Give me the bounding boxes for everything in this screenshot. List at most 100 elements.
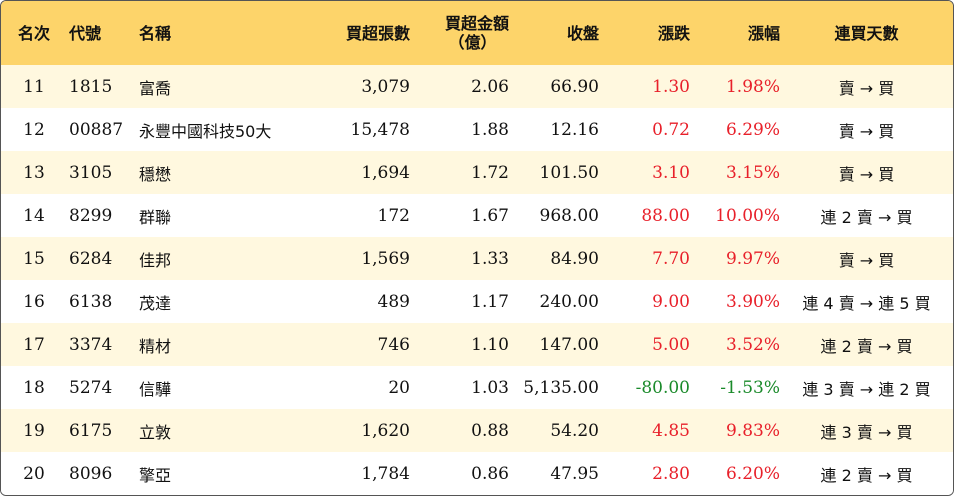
header-shares: 買超張數 xyxy=(345,23,410,43)
cell-amount: 2.06 xyxy=(471,76,509,97)
cell-name: 永豐中國科技50大 xyxy=(139,121,272,141)
header-amount-line1: 買超金額 xyxy=(444,14,509,33)
cell-amount: 1.10 xyxy=(471,334,509,355)
cell-code: 8299 xyxy=(69,205,113,226)
cell-shares: 1,694 xyxy=(361,162,410,183)
cell-shares: 20 xyxy=(388,377,410,398)
cell-change: 9.00 xyxy=(652,291,690,312)
cell-change: 3.10 xyxy=(652,162,690,183)
cell-change: 88.00 xyxy=(641,205,690,226)
cell-shares: 489 xyxy=(377,291,410,312)
cell-pct: 6.20% xyxy=(725,463,780,484)
cell-rank: 15 xyxy=(23,248,45,269)
cell-change: 7.70 xyxy=(652,248,690,269)
cell-close: 47.95 xyxy=(550,463,599,484)
cell-name: 信驊 xyxy=(139,379,172,399)
cell-amount: 1.67 xyxy=(471,205,509,226)
cell-rank: 20 xyxy=(23,463,45,484)
table-row: 17 3374 精材 746 1.10 147.00 5.00 3.52% 連 2 賣 → 買 xyxy=(1,323,953,366)
cell-days: 賣 → 買 xyxy=(838,164,895,184)
cell-code: 3374 xyxy=(69,334,113,355)
cell-close: 54.20 xyxy=(550,420,599,441)
header-days: 連買天數 xyxy=(834,23,899,43)
cell-days: 連 2 賣 → 買 xyxy=(820,207,913,227)
cell-shares: 172 xyxy=(377,205,410,226)
cell-amount: 1.88 xyxy=(471,119,509,140)
cell-name: 佳邦 xyxy=(139,250,172,270)
cell-pct: 3.52% xyxy=(725,334,780,355)
table-header: 名次 代號 名稱 買超張數 買超金額 （億） 收盤 漲跌 漲幅 連買天數 xyxy=(1,1,953,65)
cell-close: 5,135.00 xyxy=(523,377,599,398)
cell-rank: 13 xyxy=(23,162,45,183)
cell-amount: 1.33 xyxy=(471,248,509,269)
cell-pct: 9.97% xyxy=(725,248,780,269)
cell-change: 4.85 xyxy=(652,420,690,441)
table-row: 13 3105 穩懋 1,694 1.72 101.50 3.10 3.15% 賣 → 買 xyxy=(1,151,953,194)
cell-code: 5274 xyxy=(69,377,113,398)
cell-shares: 1,620 xyxy=(361,420,410,441)
cell-code: 6284 xyxy=(69,248,113,269)
cell-code: 3105 xyxy=(69,162,113,183)
cell-code: 1815 xyxy=(69,76,113,97)
cell-name: 立敦 xyxy=(139,422,172,442)
cell-pct: 3.15% xyxy=(725,162,780,183)
table-row: 14 8299 群聯 172 1.67 968.00 88.00 10.00% 連 2 賣 → … xyxy=(1,194,953,237)
cell-name: 穩懋 xyxy=(139,164,172,184)
header-code: 代號 xyxy=(69,23,102,43)
table-row: 20 8096 擎亞 1,784 0.86 47.95 2.80 6.20% 連 2 賣 → 買 xyxy=(1,452,953,495)
cell-rank: 11 xyxy=(23,76,45,97)
header-name: 名稱 xyxy=(139,23,172,43)
cell-code: 6175 xyxy=(69,420,113,441)
cell-change: 5.00 xyxy=(652,334,690,355)
cell-close: 147.00 xyxy=(539,334,599,355)
header-amount: 買超金額 （億） xyxy=(410,1,509,65)
cell-rank: 12 xyxy=(23,119,45,140)
cell-rank: 18 xyxy=(23,377,45,398)
cell-name: 擎亞 xyxy=(139,465,172,485)
cell-amount: 1.03 xyxy=(471,377,509,398)
cell-amount: 1.72 xyxy=(471,162,509,183)
header-pct: 漲幅 xyxy=(747,23,780,43)
header-amount-line2: （億） xyxy=(448,33,497,52)
cell-rank: 19 xyxy=(23,420,45,441)
cell-shares: 1,569 xyxy=(361,248,410,269)
cell-code: 00887 xyxy=(69,119,124,140)
table-row: 11 1815 富喬 3,079 2.06 66.90 1.30 1.98% 賣 → 買 xyxy=(1,65,953,108)
header-row: 名次 代號 名稱 買超張數 買超金額 （億） 收盤 漲跌 漲幅 連買天數 xyxy=(1,1,953,65)
cell-code: 6138 xyxy=(69,291,113,312)
cell-close: 66.90 xyxy=(550,76,599,97)
cell-shares: 1,784 xyxy=(361,463,410,484)
cell-pct: -1.53% xyxy=(720,377,780,398)
table-row: 18 5274 信驊 20 1.03 5,135.00 -80.00 -1.53% 連 3 賣 … xyxy=(1,366,953,409)
header-change: 漲跌 xyxy=(657,23,690,43)
table-row: 16 6138 茂達 489 1.17 240.00 9.00 3.90% 連 4 賣 → 連 … xyxy=(1,280,953,323)
table-body: 11 1815 富喬 3,079 2.06 66.90 1.30 1.98% 賣 → 買 12 00… xyxy=(1,65,953,495)
cell-close: 968.00 xyxy=(539,205,599,226)
cell-pct: 1.98% xyxy=(725,76,780,97)
cell-days: 連 4 賣 → 連 5 買 xyxy=(802,293,931,313)
cell-change: 1.30 xyxy=(652,76,690,97)
cell-days: 賣 → 買 xyxy=(838,78,895,98)
cell-change: -80.00 xyxy=(635,377,690,398)
cell-days: 連 3 賣 → 連 2 買 xyxy=(802,379,931,399)
cell-pct: 10.00% xyxy=(715,205,780,226)
cell-pct: 6.29% xyxy=(725,119,780,140)
cell-rank: 16 xyxy=(23,291,45,312)
cell-rank: 14 xyxy=(23,205,45,226)
cell-days: 賣 → 買 xyxy=(838,121,895,141)
cell-close: 101.50 xyxy=(539,162,599,183)
table-row: 15 6284 佳邦 1,569 1.33 84.90 7.70 9.97% 賣 → 買 xyxy=(1,237,953,280)
cell-amount: 0.86 xyxy=(471,463,509,484)
cell-days: 賣 → 買 xyxy=(838,250,895,270)
table-row: 19 6175 立敦 1,620 0.88 54.20 4.85 9.83% 連 3 賣 → 買 xyxy=(1,409,953,452)
cell-name: 茂達 xyxy=(139,293,172,313)
cell-shares: 15,478 xyxy=(350,119,410,140)
cell-shares: 3,079 xyxy=(361,76,410,97)
cell-amount: 0.88 xyxy=(471,420,509,441)
cell-shares: 746 xyxy=(377,334,410,355)
cell-change: 2.80 xyxy=(652,463,690,484)
cell-days: 連 2 賣 → 買 xyxy=(820,336,913,356)
cell-close: 12.16 xyxy=(550,119,599,140)
